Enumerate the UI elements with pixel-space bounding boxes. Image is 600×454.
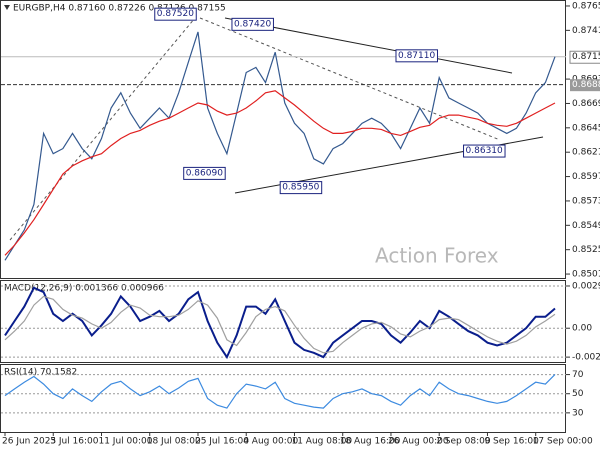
y-tick-label: 0.85255 [572,245,600,255]
x-tick-label: 25 Jul 16:00 [195,437,249,447]
y-tick-label: 0.87655 [572,1,600,11]
series-line [4,295,556,354]
pivot-box [395,49,438,63]
x-tick-label: 17 Sep 00:00 [533,437,593,447]
pivot-box-label: 0.87110 [398,51,435,61]
series-line [4,90,556,256]
pivot-box [463,144,506,158]
series-line [4,286,556,360]
x-tick-label: 3 Jul 16:00 [50,437,99,447]
pivot-box [279,181,323,195]
pivot-box [231,17,274,31]
x-tick-label: 9 Sep 16:00 [484,437,539,447]
pivot-box-label: 0.86310 [466,146,503,156]
price-frame [0,0,566,279]
y-tick-label: 30 [572,408,584,418]
y-tick-label: 0.85735 [572,196,600,206]
y-tick-label: -0.002002 [572,353,600,363]
y-tick-label: 0.86695 [572,99,600,109]
y-tick-label: 50 [572,389,584,399]
rsi-frame [0,364,566,433]
x-tick-label: 18 Jul 08:00 [147,437,201,447]
x-tick-label: 26 Jun 2025 [2,437,56,447]
menu-icon [4,5,10,10]
last-price-box [569,50,600,64]
y-tick-label: 0.002925 [572,281,600,291]
pivot-box-label: 0.87420 [234,19,271,29]
series-line [4,31,556,261]
y-tick-label: 70 [572,370,584,380]
y-tick-label: 0.87415 [572,26,600,36]
y-tick-label: 0.86455 [572,123,600,133]
pivot-box-label: 0.86090 [186,168,223,178]
level-box [570,79,600,92]
pivot-box [183,166,226,180]
x-tick-label: 26 Aug 00:00 [388,437,449,447]
level-box-label: 0.86880 [572,80,600,90]
macd-frame [0,280,566,363]
y-tick-label: 0.85495 [572,221,600,231]
y-tick-label: 0.85015 [572,270,600,280]
series-line [4,373,556,409]
rsi-title: RSI(14) 70.1582 [4,368,77,378]
pivot-box [154,7,197,21]
x-tick-label: 4 Aug 00:00 [243,437,298,447]
last-price-box-label: 0.87155 [572,52,600,62]
x-tick-label: 11 Jul 00:00 [98,437,152,447]
x-tick-label: 2 Sep 08:00 [436,437,491,447]
pivot-box-label: 0.85950 [282,183,319,193]
y-tick-label: 0.00 [572,324,592,334]
watermark: Action Forex [375,244,499,268]
y-tick-label: 0.85975 [572,172,600,182]
x-tick-label: 18 Aug 16:00 [340,437,401,447]
pivot-box-label: 0.87520 [157,9,194,19]
macd-title: MACD(12,26,9) 0.001366 0.000966 [4,284,164,294]
chart-title: EURGBP,H4 0.87160 0.87226 0.87126 0.8715… [13,4,226,14]
x-tick-label: 11 Aug 08:00 [291,437,352,447]
trendline [9,17,196,241]
y-tick-label: 0.86215 [572,148,600,158]
